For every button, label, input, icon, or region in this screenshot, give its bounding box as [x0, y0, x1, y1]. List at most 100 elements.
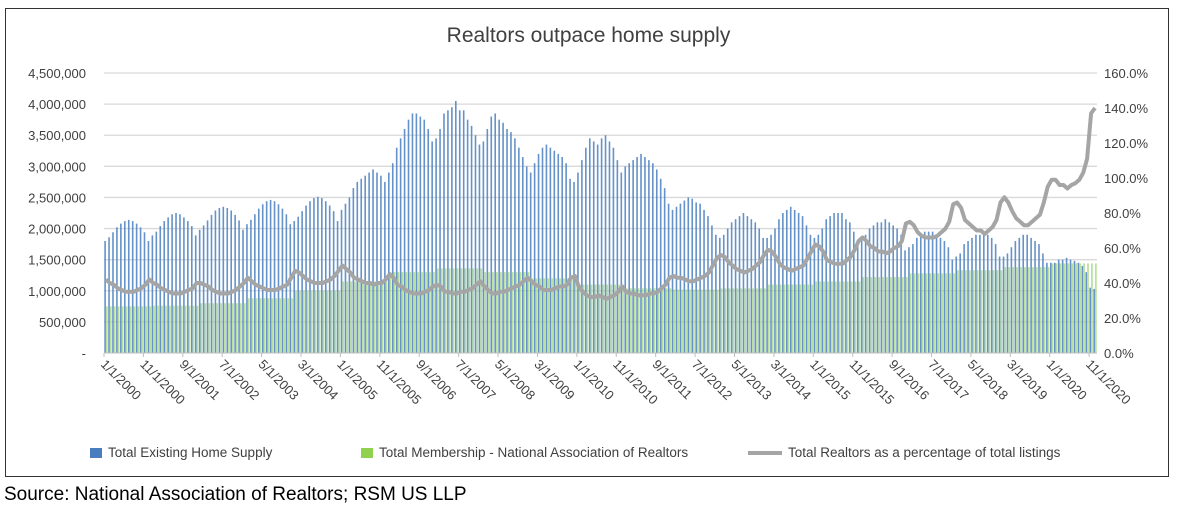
bar-supply	[226, 208, 229, 353]
bar-supply	[734, 219, 737, 353]
bar-membership	[161, 305, 163, 353]
bar-membership	[302, 290, 305, 353]
bar-membership	[551, 278, 553, 353]
bar-supply	[317, 196, 319, 353]
bar-membership	[172, 305, 175, 353]
bar-supply	[896, 228, 898, 353]
bar-membership	[1020, 267, 1022, 353]
bar-membership	[322, 290, 325, 353]
bar-supply	[762, 237, 764, 353]
bar-membership	[661, 288, 664, 353]
bar-supply	[443, 113, 445, 353]
bar-membership	[1043, 267, 1046, 353]
bar-supply	[202, 225, 205, 353]
bar-supply	[636, 157, 638, 353]
legend-swatch-ratio	[748, 450, 782, 455]
y-left-tick-label: 500,000	[39, 315, 86, 330]
bar-supply	[671, 209, 674, 353]
bar-membership	[893, 277, 896, 353]
y-right-tick-label: 20.0%	[1104, 311, 1141, 326]
bar-supply	[947, 247, 950, 353]
bar-membership	[913, 273, 916, 353]
bar-membership	[484, 272, 486, 353]
bar-membership	[641, 288, 644, 353]
bar-membership	[842, 281, 845, 353]
bar-membership	[287, 298, 289, 353]
y-right-tick-label: 140.0%	[1104, 101, 1149, 116]
bar-membership	[960, 270, 963, 353]
y-left-tick-label: 3,500,000	[28, 128, 86, 143]
bar-membership	[945, 273, 948, 353]
bar-membership	[890, 277, 892, 353]
bar-membership	[117, 306, 120, 353]
bar-supply	[624, 166, 627, 353]
bar-membership	[815, 281, 817, 353]
bar-supply	[884, 219, 887, 353]
bar-membership	[909, 273, 912, 353]
bar-membership	[732, 288, 735, 353]
bar-membership	[823, 281, 825, 353]
bar-supply	[632, 160, 634, 353]
bar-membership	[953, 273, 955, 353]
bar-supply	[805, 225, 808, 353]
bar-supply	[817, 234, 820, 353]
bar-supply	[1006, 253, 1009, 353]
bar-membership	[582, 284, 585, 353]
y-left-tick-label: 3,000,000	[28, 159, 86, 174]
bar-supply	[242, 229, 244, 353]
bar-supply	[289, 224, 292, 353]
bar-supply	[198, 229, 201, 353]
bar-supply	[955, 256, 958, 353]
bar-supply	[384, 181, 386, 353]
bar-supply	[596, 144, 599, 353]
bar-membership	[566, 278, 569, 353]
bar-supply	[592, 141, 595, 353]
bar-membership	[633, 288, 636, 353]
bar-supply	[1069, 259, 1072, 353]
bar-supply	[652, 163, 654, 353]
bar-supply	[1026, 234, 1028, 353]
bar-supply	[703, 209, 705, 353]
bar-membership	[401, 272, 404, 353]
bar-membership	[157, 305, 159, 353]
bar-membership	[1075, 263, 1078, 353]
bar-supply	[1042, 253, 1044, 353]
bar-supply	[470, 125, 473, 353]
bar-membership	[972, 270, 975, 353]
bar-membership	[480, 268, 483, 353]
bar-membership	[231, 303, 234, 353]
bar-membership	[862, 277, 865, 353]
bar-supply	[1085, 272, 1088, 353]
bar-membership	[570, 278, 573, 353]
bar-supply	[640, 153, 642, 353]
bar-membership	[803, 284, 806, 353]
bar-supply	[1050, 262, 1052, 353]
bar-membership	[827, 281, 829, 353]
bar-membership	[1063, 263, 1066, 353]
bar-supply	[439, 129, 441, 353]
bar-supply	[297, 216, 299, 353]
bar-membership	[283, 298, 286, 353]
bar-membership	[645, 288, 648, 353]
bar-supply	[1057, 259, 1060, 353]
bar-supply	[1046, 262, 1048, 353]
bar-supply	[455, 101, 457, 353]
bar-membership	[1008, 267, 1011, 353]
bar-membership	[1051, 263, 1054, 353]
bar-supply	[821, 228, 824, 353]
bar-membership	[712, 289, 715, 353]
bar-supply	[344, 203, 347, 353]
bar-membership	[704, 289, 707, 353]
bar-membership	[933, 273, 936, 353]
bar-supply	[447, 110, 449, 353]
bar-supply	[908, 247, 910, 353]
bar-membership	[121, 306, 124, 353]
bar-supply	[510, 132, 512, 353]
bar-membership	[555, 278, 557, 353]
bar-membership	[685, 289, 687, 353]
bar-membership	[393, 272, 396, 353]
x-tick-label: 3/1/2019	[1004, 357, 1050, 403]
bar-membership	[539, 278, 542, 353]
bar-supply	[1065, 257, 1068, 353]
